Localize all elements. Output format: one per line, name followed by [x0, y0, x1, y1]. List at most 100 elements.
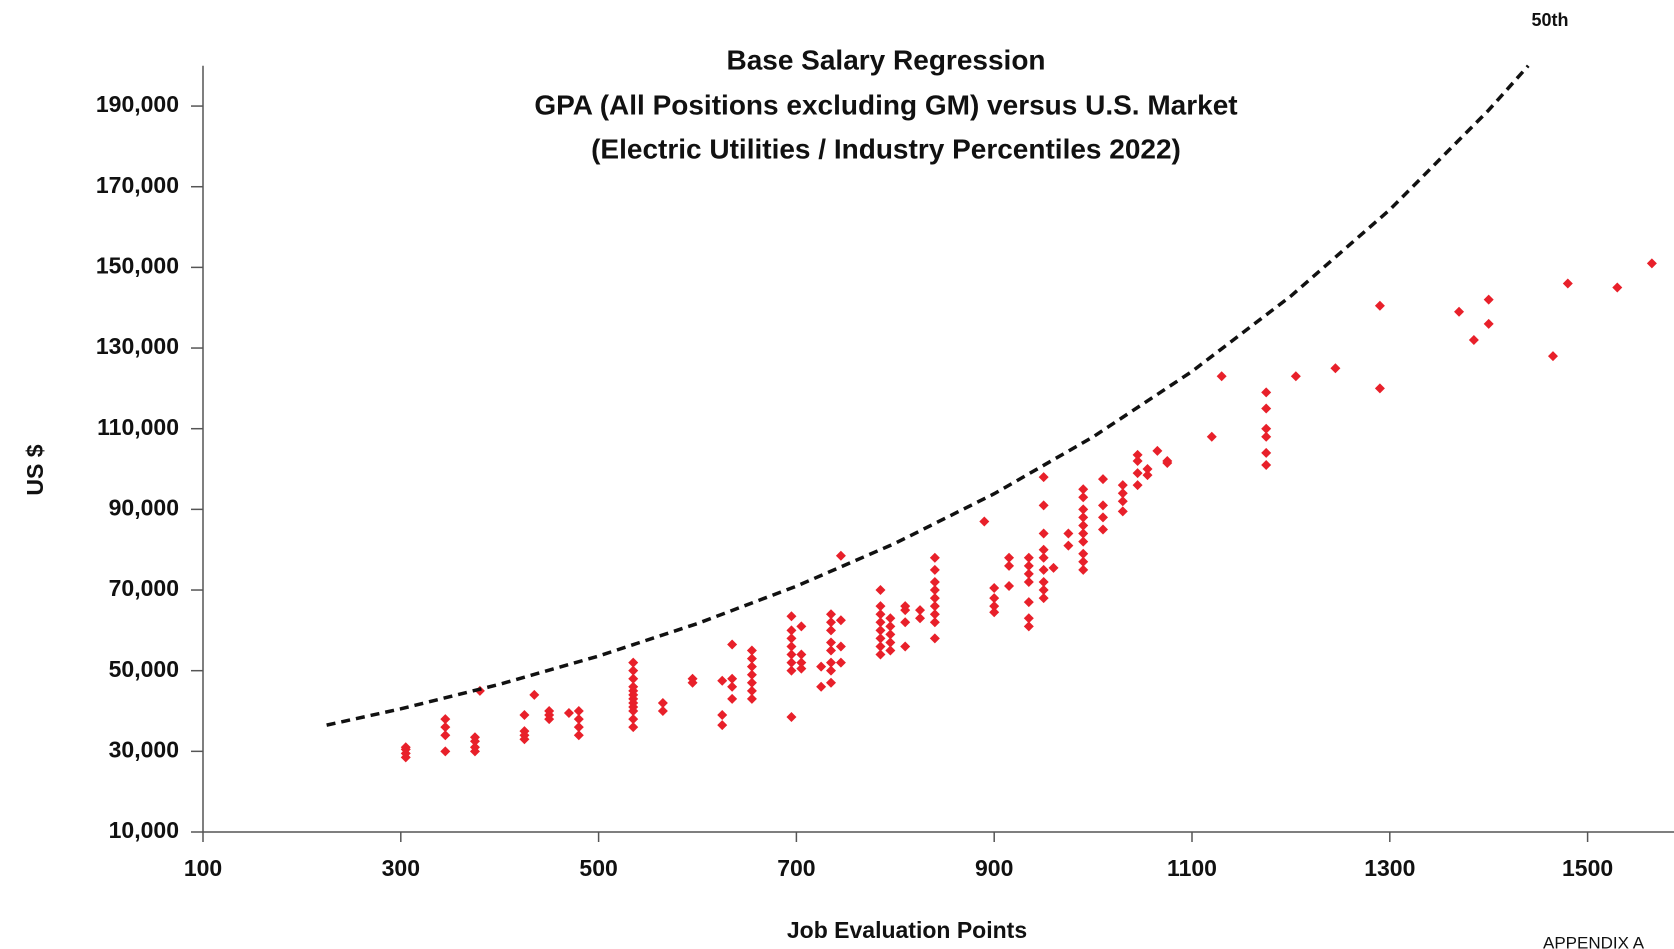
data-point [727, 673, 738, 684]
data-point [687, 673, 698, 684]
data-point [628, 665, 639, 676]
data-point [1562, 278, 1573, 289]
data-point [1023, 597, 1034, 608]
data-point [786, 633, 797, 644]
data-point [929, 564, 940, 575]
data-point [1038, 472, 1049, 483]
x-tick-label: 900 [975, 855, 1013, 881]
data-point [573, 714, 584, 725]
y-tick-label: 190,000 [96, 91, 179, 117]
y-tick-label: 30,000 [109, 736, 179, 762]
data-point [835, 550, 846, 561]
data-point [657, 706, 668, 717]
data-point [796, 649, 807, 660]
data-point [1261, 431, 1272, 442]
data-point [1261, 403, 1272, 414]
data-point [786, 649, 797, 660]
data-point [519, 710, 530, 721]
data-point [1117, 480, 1128, 491]
data-point [1004, 552, 1015, 563]
data-point [835, 641, 846, 652]
data-point [628, 673, 639, 684]
data-point [900, 641, 911, 652]
data-point [1038, 552, 1049, 563]
data-point [746, 685, 757, 696]
data-point [573, 722, 584, 733]
data-point [875, 633, 886, 644]
data-point [529, 689, 540, 700]
data-point [786, 611, 797, 622]
data-point [875, 609, 886, 620]
data-point [717, 710, 728, 721]
data-point [1261, 459, 1272, 470]
data-point [717, 720, 728, 731]
data-point [1117, 506, 1128, 517]
data-point [786, 657, 797, 668]
data-point [989, 593, 1000, 604]
data-point [929, 552, 940, 563]
data-point [440, 722, 451, 733]
data-point [1468, 334, 1479, 345]
data-point [544, 706, 555, 717]
data-point [1261, 423, 1272, 434]
data-point [989, 583, 1000, 594]
data-point [1547, 351, 1558, 362]
data-point [826, 677, 837, 688]
data-point [900, 601, 911, 612]
data-point [440, 730, 451, 741]
annotation: APPENDIX A [1543, 933, 1645, 949]
data-point [826, 665, 837, 676]
data-point [1023, 560, 1034, 571]
data-point [786, 712, 797, 723]
data-point [746, 693, 757, 704]
data-point [1206, 431, 1217, 442]
data-point [573, 706, 584, 717]
data-point [1483, 294, 1494, 305]
data-point [1038, 500, 1049, 511]
data-point [826, 645, 837, 656]
data-point [1038, 528, 1049, 539]
data-point [1117, 496, 1128, 507]
data-point [786, 665, 797, 676]
data-point [440, 746, 451, 757]
data-point [1612, 282, 1623, 293]
data-point [573, 730, 584, 741]
data-point [1063, 540, 1074, 551]
data-point [1097, 524, 1108, 535]
data-point [1290, 371, 1301, 382]
data-point [915, 613, 926, 624]
data-point [1078, 504, 1089, 515]
data-point [885, 637, 896, 648]
data-point [1078, 512, 1089, 523]
data-point [1078, 520, 1089, 531]
data-point [826, 637, 837, 648]
data-point [657, 697, 668, 708]
data-point [1374, 300, 1385, 311]
data-point [746, 653, 757, 664]
x-tick-label: 1500 [1562, 855, 1613, 881]
data-point [826, 657, 837, 668]
data-point [469, 742, 480, 753]
data-point [1063, 528, 1074, 539]
data-point [786, 625, 797, 636]
y-tick-label: 50,000 [109, 656, 179, 682]
data-point [875, 585, 886, 596]
data-point [1132, 468, 1143, 479]
data-point [1078, 484, 1089, 495]
data-point [826, 609, 837, 620]
data-point [1038, 593, 1049, 604]
data-point [1132, 455, 1143, 466]
x-tick-label: 300 [382, 855, 420, 881]
x-tick-label: 700 [777, 855, 815, 881]
data-point [929, 609, 940, 620]
data-point [875, 641, 886, 652]
data-point [885, 613, 896, 624]
data-point [796, 663, 807, 674]
data-point [563, 708, 574, 719]
data-point [1097, 512, 1108, 523]
chart-title: Base Salary Regression [726, 44, 1045, 75]
data-point [1454, 306, 1465, 317]
x-tick-label: 100 [184, 855, 222, 881]
data-point [746, 677, 757, 688]
